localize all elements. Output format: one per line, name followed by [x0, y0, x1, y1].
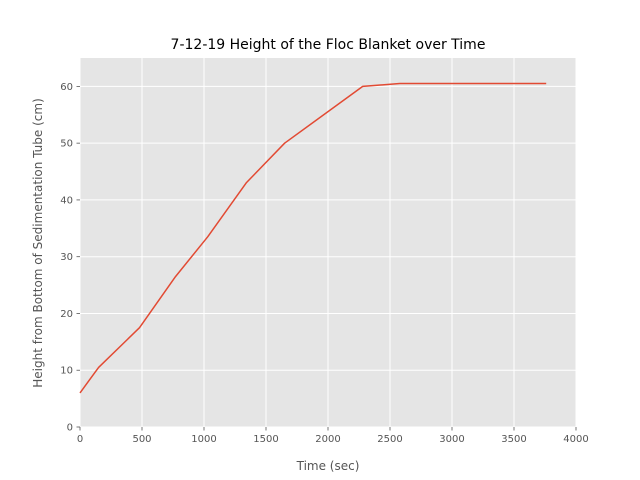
x-tick-label: 1500 [253, 434, 278, 445]
y-tick-label: 40 [60, 195, 73, 206]
x-tick-label: 500 [132, 434, 151, 445]
x-tick-label: 3000 [439, 434, 464, 445]
y-tick-label: 20 [60, 309, 73, 320]
y-tick-label: 30 [60, 252, 73, 263]
x-axis-label: Time (sec) [296, 459, 360, 473]
series-layer [79, 82, 547, 394]
y-tick-label: 50 [60, 139, 73, 150]
series-line [79, 82, 547, 394]
y-tick-label: 60 [60, 82, 73, 93]
y-axis-ticks: 0 10 20 30 40 50 60 [60, 82, 80, 434]
x-tick-label: 3500 [501, 434, 526, 445]
y-tick-label: 10 [60, 366, 73, 377]
x-axis-ticks: 0 500 1000 1500 2000 2500 3000 3500 4000 [77, 427, 589, 445]
y-tick-label: 0 [67, 423, 73, 434]
x-tick-label: 1000 [191, 434, 216, 445]
x-tick-label: 4000 [563, 434, 588, 445]
x-tick-label: 0 [77, 434, 83, 445]
x-tick-label: 2000 [315, 434, 340, 445]
chart-title: 7-12-19 Height of the Floc Blanket over … [171, 37, 486, 53]
x-tick-label: 2500 [377, 434, 402, 445]
y-axis-label: Height from Bottom of Sedimentation Tube… [31, 98, 45, 388]
